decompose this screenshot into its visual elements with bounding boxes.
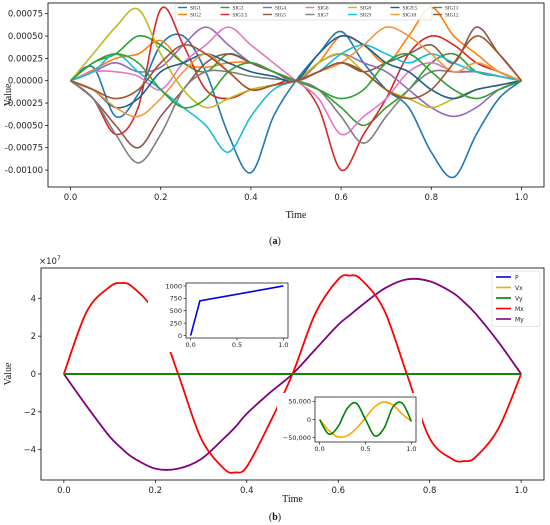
y-tick-label-a-7: -0.00100: [5, 166, 43, 176]
x-tick-label-b-1: 0.2: [149, 486, 163, 496]
legend-label-b-Mx: Mx: [515, 306, 524, 313]
x-tick-label-a-1: 0.2: [154, 193, 168, 203]
y-tick-label-b-4: −4: [23, 446, 36, 456]
inset-lower-right: 0.0 0.5 1.0 50,000 0 −50,000: [277, 393, 422, 456]
legend-label-a-SIG10: SIG10: [403, 13, 417, 19]
y-tick-label-a-2: 0.00025: [8, 54, 43, 64]
inset-y-tick-label-1-2: −50,000: [283, 434, 311, 442]
legend-label-b-Vy: Vy: [515, 296, 523, 303]
y-tick-label-a-4: -0.00025: [5, 99, 43, 109]
legend-label-a-SIG11: SIG11: [445, 6, 459, 12]
x-tick-label-a-4: 0.8: [425, 193, 439, 203]
legend-a: SIG1SIG2SIG3SIG3.5SIG4SIG5SIG6SIG7SIG8SI…: [174, 3, 459, 21]
y-tick-label-a-6: -0.00075: [5, 144, 43, 154]
inset-y-tick-label-0-0: 0: [178, 332, 182, 340]
inset-x-tick-label-0-1: 0.5: [232, 341, 242, 349]
y-tick-label-b-2: 0: [31, 370, 36, 380]
legend-label-a-SIG9.5: SIG9.5: [403, 6, 418, 12]
inset-x-tick-label-0-2: 1.0: [278, 341, 288, 349]
legend-b: P Vx Vy Mx My: [491, 270, 541, 327]
inset-frame-0: [185, 282, 289, 339]
plot-area-a: [47, 2, 545, 188]
inset-y-tick-label-0-2: 500: [170, 307, 182, 315]
y-tick-label-a-5: -0.00050: [5, 121, 43, 131]
legend-label-a-SIG4: SIG4: [275, 6, 286, 12]
x-tick-label-a-3: 0.6: [334, 193, 348, 203]
series-line-a-SIG12: [70, 35, 523, 100]
inset-x-tick-label-1-1: 0.5: [360, 445, 370, 453]
y-tick-label-a-1: 0.00050: [8, 32, 43, 42]
panel-caption-b-open: (: [269, 512, 273, 523]
inset-upper-middle: 0.0 0.5 1.0 0 250 500 750 1000: [148, 279, 294, 352]
y-tick-label-b-3: −2: [23, 408, 36, 418]
panel-caption-a-letter: a: [273, 236, 278, 247]
y-tick-label-b-1: 2: [31, 332, 36, 342]
x-tick-label-b-5: 1.0: [514, 486, 528, 496]
legend-label-a-SIG2: SIG2: [190, 13, 201, 19]
inset-y-tick-label-0-4: 1000: [165, 282, 182, 290]
panel-caption-a-open: (: [269, 236, 273, 247]
legend-label-a-SIG9: SIG9: [360, 13, 371, 19]
y-scale-base-b: ×10: [39, 257, 57, 267]
series-group-a: [69, 6, 523, 179]
y-tick-label-a-3: 0.00000: [8, 77, 43, 87]
panel-caption-a-close: ): [278, 236, 281, 247]
panel-caption-b: (b): [269, 512, 281, 523]
legend-label-a-SIG8: SIG8: [360, 6, 371, 12]
legend-label-a-SIG3.5: SIG3.5: [233, 13, 248, 19]
inset-y-tick-label-1-0: 50,000: [288, 398, 311, 406]
inset-y-tick-label-1-1: 0: [307, 416, 311, 424]
panel-caption-b-close: ): [278, 512, 281, 523]
x-tick-label-a-0: 0.0: [64, 193, 78, 203]
y-scale-label-b: ×107: [39, 255, 61, 267]
x-tick-label-b-4: 0.8: [423, 486, 437, 496]
panel-caption-a: (a): [269, 236, 281, 247]
inset-series-line-1-Vy: [318, 401, 413, 437]
x-axis-label-b: Time: [282, 494, 303, 505]
panel-caption-b-letter: b: [272, 512, 278, 523]
y-axis-label-b: Value: [3, 362, 14, 385]
legend-label-a-SIG5: SIG5: [275, 13, 286, 19]
legend-box-b: [491, 270, 541, 327]
x-axis-label-a: Time: [286, 210, 307, 221]
inset-x-tick-label-1-0: 0.0: [314, 445, 324, 453]
y-tick-label-b-0: 4: [31, 294, 36, 304]
legend-label-a-SIG7: SIG7: [318, 13, 329, 19]
inset-y-tick-label-0-3: 750: [170, 295, 182, 303]
x-tick-label-b-0: 0.0: [57, 486, 71, 496]
x-tick-label-b-3: 0.6: [331, 486, 345, 496]
inset-x-tick-label-0-0: 0.0: [185, 341, 195, 349]
inset-series-line-0-P: [189, 285, 284, 336]
chart-panel-a: 0.0 0.2 0.4 0.6 0.8 1.0 0.00075 0.00050 0.00025 0…: [3, 2, 545, 247]
inset-series-line-1-Vx: [318, 401, 412, 439]
x-tick-label-a-5: 1.0: [515, 193, 529, 203]
legend-label-a-SIG3: SIG3: [233, 6, 244, 12]
legend-label-a-SIG12: SIG12: [445, 13, 459, 19]
y-scale-exp-b: 7: [57, 255, 61, 262]
y-axis-label-a: Value: [3, 83, 14, 106]
legend-box-a: [174, 3, 433, 21]
legend-label-a-SIG6: SIG6: [318, 6, 329, 12]
legend-label-b-P: P: [515, 275, 519, 282]
inset-y-tick-label-0-1: 250: [170, 319, 182, 327]
x-tick-label-a-2: 0.4: [244, 193, 258, 203]
x-tick-label-b-2: 0.4: [240, 486, 254, 496]
inset-x-tick-label-1-2: 1.0: [406, 445, 416, 453]
legend-label-b-Vx: Vx: [515, 285, 523, 292]
series-group-b: [63, 274, 522, 474]
y-tick-label-a-0: 0.00075: [8, 10, 43, 20]
legend-label-b-My: My: [515, 317, 524, 324]
legend-label-a-SIG1: SIG1: [190, 6, 201, 12]
